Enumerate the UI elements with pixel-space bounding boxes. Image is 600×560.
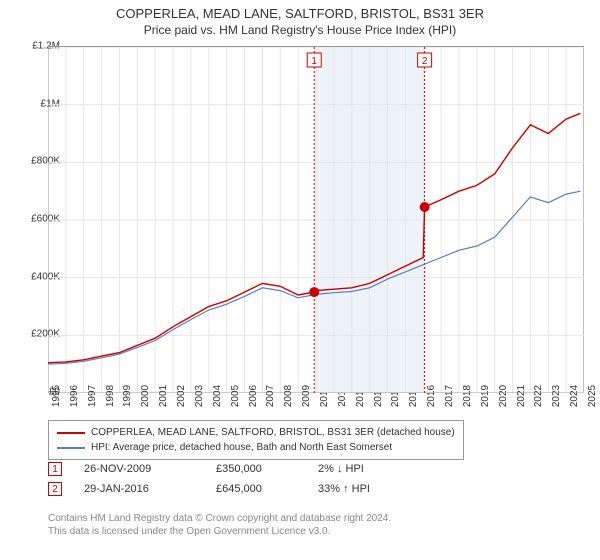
title-block: COPPERLEA, MEAD LANE, SALTFORD, BRISTOL,… — [0, 0, 600, 37]
chart-title: COPPERLEA, MEAD LANE, SALTFORD, BRISTOL,… — [0, 6, 600, 21]
sale-pct: 33% ↑ HPI — [318, 483, 398, 495]
sale-date: 29-JAN-2016 — [84, 483, 194, 495]
chart-container: COPPERLEA, MEAD LANE, SALTFORD, BRISTOL,… — [0, 0, 600, 560]
legend-swatch — [57, 432, 85, 434]
legend-swatch — [57, 447, 85, 449]
legend-item: COPPERLEA, MEAD LANE, SALTFORD, BRISTOL,… — [57, 425, 455, 440]
sale-price: £350,000 — [216, 463, 296, 475]
sale-point — [309, 287, 319, 297]
legend-label: HPI: Average price, detached house, Bath… — [91, 440, 392, 455]
sale-point — [420, 202, 430, 212]
chart-subtitle: Price paid vs. HM Land Registry's House … — [0, 23, 600, 37]
sales-table: 1 26-NOV-2009 £350,000 2% ↓ HPI 2 29-JAN-2016… — [48, 462, 398, 502]
legend: COPPERLEA, MEAD LANE, SALTFORD, BRISTOL,… — [48, 420, 464, 460]
footer-text: Contains HM Land Registry data © Crown c… — [48, 512, 391, 538]
chart-svg: 12 — [48, 47, 584, 393]
legend-item: HPI: Average price, detached house, Bath… — [57, 440, 455, 455]
sale-marker-box: 2 — [418, 53, 432, 67]
sale-row-marker: 1 — [48, 462, 62, 476]
sale-date: 26-NOV-2009 — [84, 463, 194, 475]
sale-marker-box: 1 — [307, 53, 321, 67]
footer-line-2: This data is licensed under the Open Gov… — [48, 525, 391, 538]
series-property — [48, 113, 580, 362]
sale-price: £645,000 — [216, 483, 296, 495]
x-tick-label: 2025 — [587, 385, 598, 407]
footer-line-1: Contains HM Land Registry data © Crown c… — [48, 512, 391, 525]
svg-text:2: 2 — [422, 56, 428, 67]
svg-text:1: 1 — [311, 56, 317, 67]
sale-row: 2 29-JAN-2016 £645,000 33% ↑ HPI — [48, 482, 398, 496]
legend-label: COPPERLEA, MEAD LANE, SALTFORD, BRISTOL,… — [91, 425, 455, 440]
sale-row-marker: 2 — [48, 482, 62, 496]
plot-area: 12 — [48, 46, 584, 392]
sale-row: 1 26-NOV-2009 £350,000 2% ↓ HPI — [48, 462, 398, 476]
sale-pct: 2% ↓ HPI — [318, 463, 398, 475]
